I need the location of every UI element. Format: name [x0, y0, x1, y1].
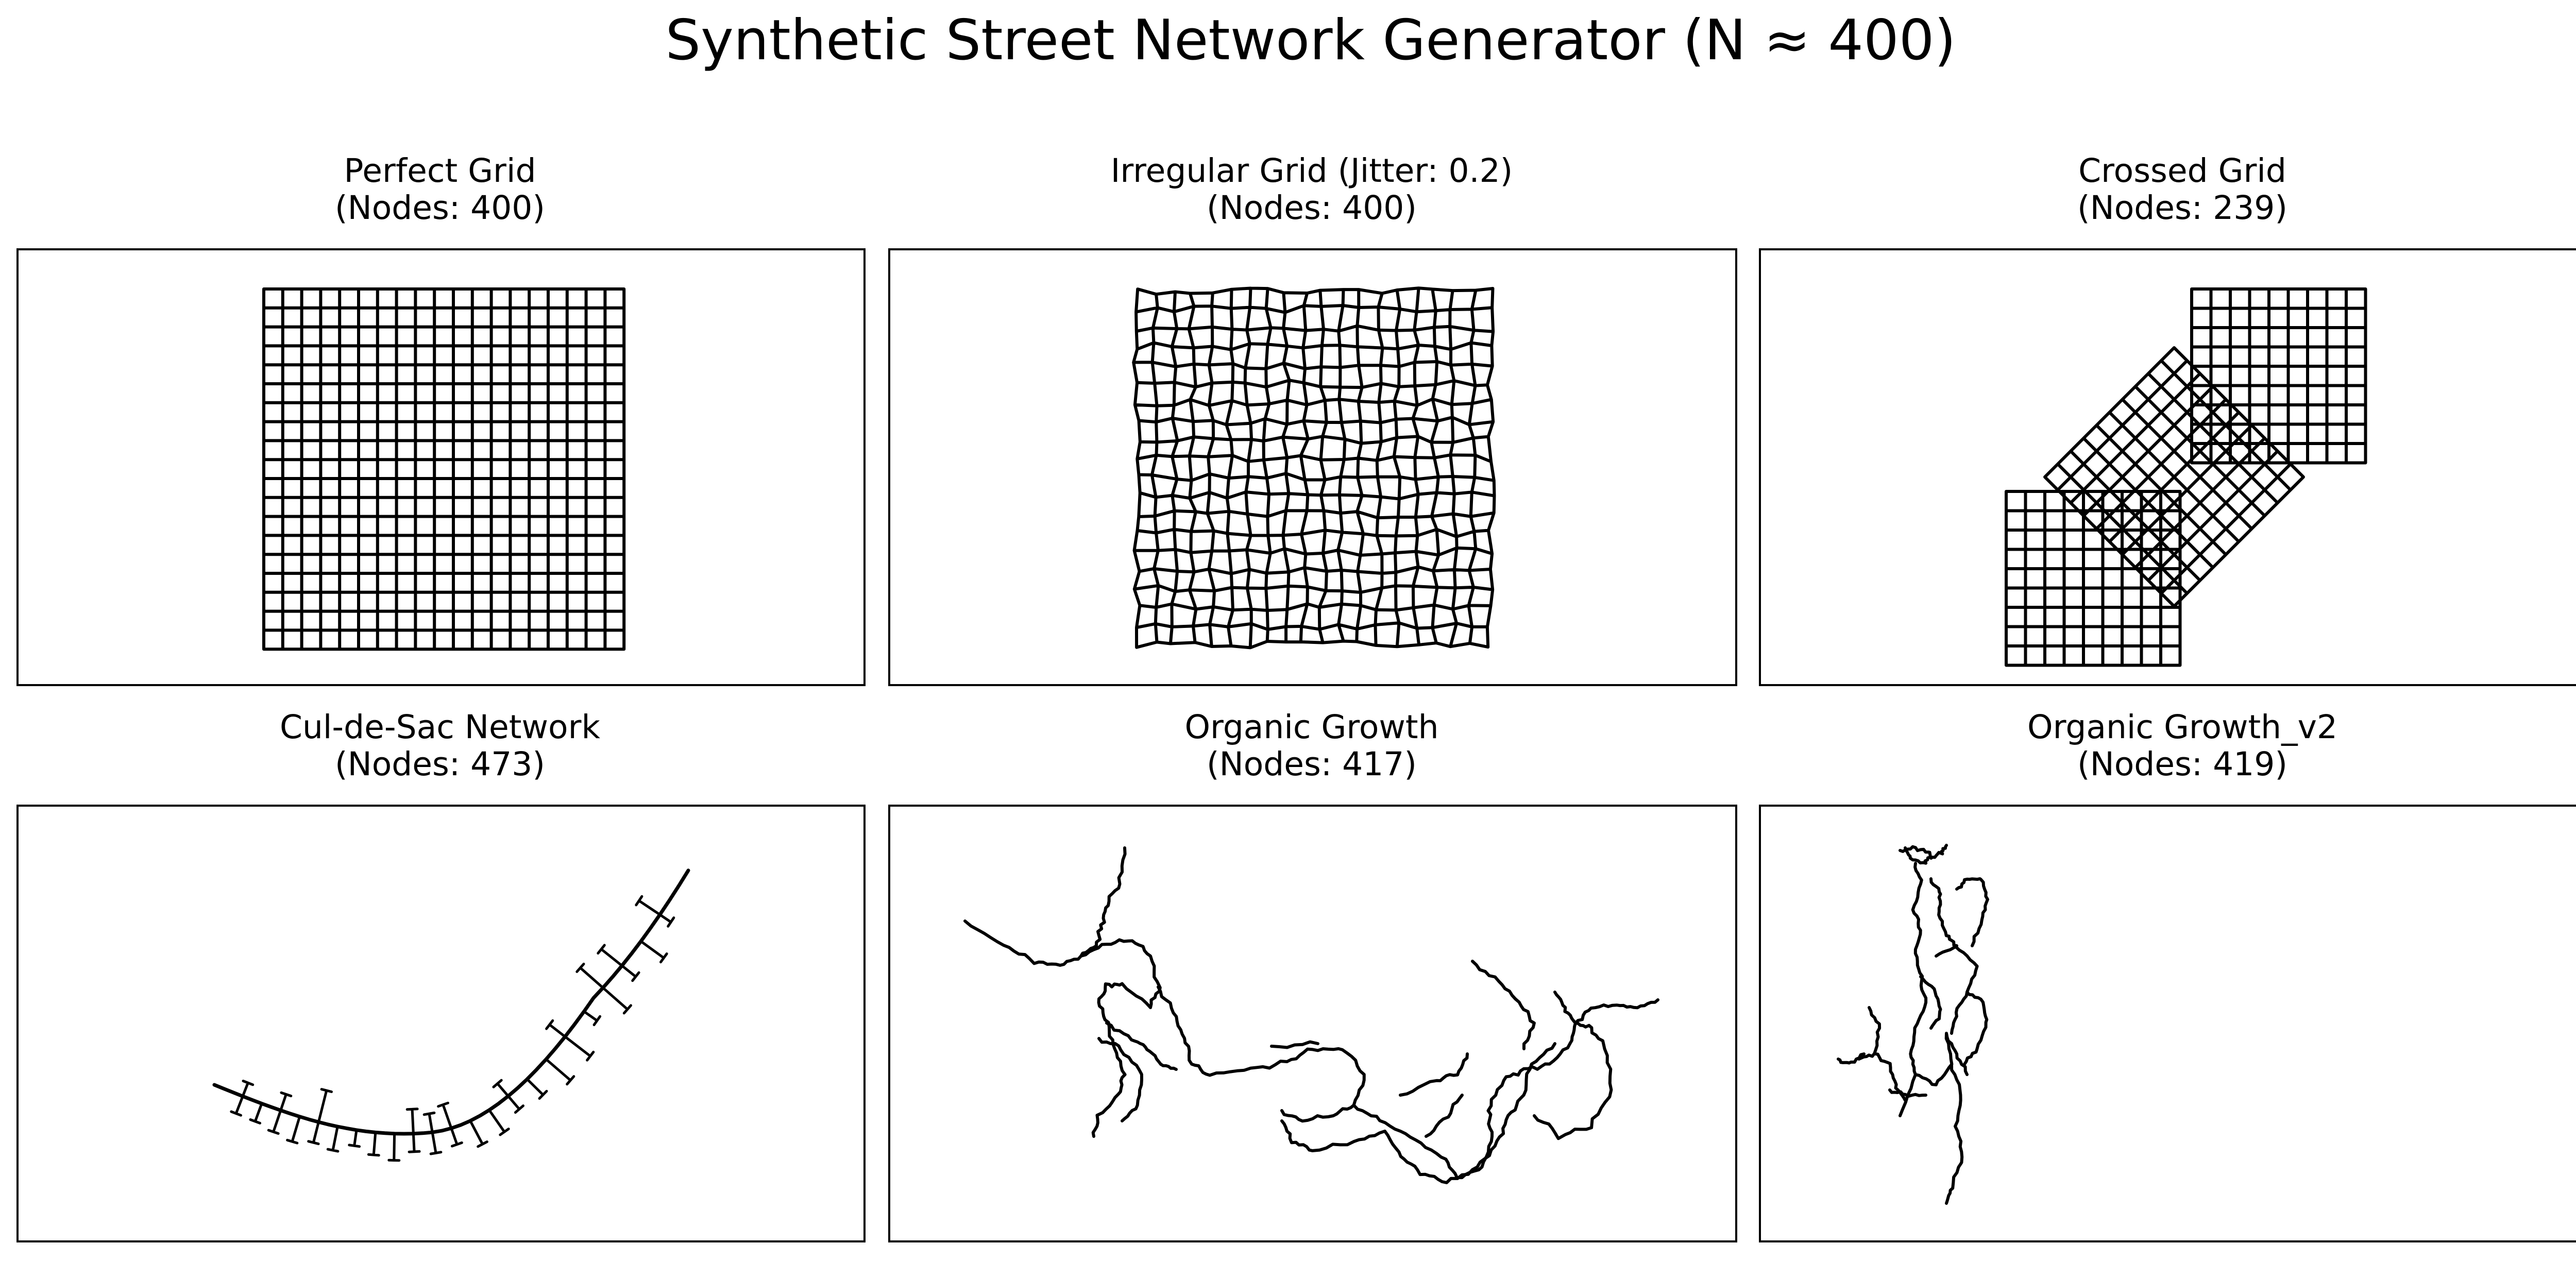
street-6 [1919, 975, 1942, 1030]
street-7 [1280, 1047, 1366, 1123]
grid-streets [2005, 490, 2182, 667]
panel-name: Organic Growth [1184, 708, 1439, 746]
street-12 [1837, 1052, 1866, 1065]
panel-crossed-grid: Crossed Grid (Nodes: 239) [1759, 152, 2576, 686]
network-plot [888, 248, 1737, 686]
grid-streets [262, 287, 626, 651]
street-network [1837, 844, 1989, 1205]
street-network [1132, 286, 1496, 650]
panel-node-count: (Nodes: 419) [2077, 745, 2287, 783]
panel-node-count: (Nodes: 400) [335, 189, 545, 227]
panel-organic-growth-v2: Organic Growth_v2 (Nodes: 419) [1759, 709, 2576, 1242]
grid-streets [2190, 287, 2367, 465]
street-11 [1383, 1042, 1556, 1184]
street-0 [963, 919, 1098, 967]
street-14 [1929, 844, 1948, 860]
street-2 [1945, 1063, 1964, 1205]
street-5 [1945, 1032, 1969, 1076]
street-9 [1352, 1104, 1459, 1179]
street-10 [1868, 1006, 1882, 1055]
panel-name: Organic Growth_v2 [2027, 708, 2337, 746]
network-plot [16, 248, 866, 686]
street-9 [1857, 1052, 1907, 1102]
panel-name: Cul-de-Sac Network [280, 708, 600, 746]
grid-streets [2043, 346, 2305, 608]
panel-node-count: (Nodes: 473) [335, 745, 545, 783]
street-13 [1533, 1021, 1613, 1140]
panel-node-count: (Nodes: 400) [1207, 189, 1417, 227]
panel-title: Irregular Grid (Jitter: 0.2) (Nodes: 400… [888, 152, 1735, 235]
street-3 [1091, 982, 1152, 1138]
panel-title: Cul-de-Sac Network (Nodes: 473) [16, 709, 863, 791]
network-plot [16, 805, 866, 1242]
street-2 [1079, 938, 1162, 1009]
street-4 [1963, 991, 1989, 1066]
street-0 [1899, 845, 1933, 865]
street-11 [1888, 1088, 1927, 1098]
street-7 [1929, 877, 1958, 947]
panel-name: Crossed Grid [2078, 152, 2286, 190]
street-network [262, 287, 626, 651]
grid-streets [1132, 286, 1496, 650]
street-network [212, 868, 690, 1162]
street-17 [1399, 1052, 1469, 1097]
network-plot [1759, 248, 2576, 686]
panel-perfect-grid: Perfect Grid (Nodes: 400) [16, 152, 866, 686]
street-8 [1270, 1040, 1319, 1049]
street-18 [1425, 1094, 1464, 1138]
figure-title: Synthetic Street Network Generator (N ≈ … [665, 8, 1956, 73]
street-1 [1095, 846, 1127, 947]
street-6 [1157, 985, 1289, 1077]
cul-de-sac-branches [230, 895, 675, 1162]
panel-organic-growth: Organic Growth (Nodes: 417) [888, 709, 1737, 1242]
street-4 [1105, 1021, 1178, 1071]
street-network [963, 846, 1659, 1184]
street-15 [1553, 991, 1577, 1025]
street-8 [1955, 877, 1989, 947]
street-12 [1455, 1021, 1577, 1180]
panel-name: Irregular Grid (Jitter: 0.2) [1110, 152, 1513, 190]
street-network [2005, 287, 2367, 667]
network-plot [888, 805, 1737, 1242]
panel-title: Perfect Grid (Nodes: 400) [16, 152, 863, 235]
street-16 [1471, 960, 1536, 1050]
street-1 [1909, 862, 1954, 1086]
street-5 [1097, 1037, 1143, 1122]
panel-title: Organic Growth (Nodes: 417) [888, 709, 1735, 791]
panel-title: Crossed Grid (Nodes: 239) [1759, 152, 2576, 235]
panel-irregular-grid: Irregular Grid (Jitter: 0.2) (Nodes: 400… [888, 152, 1737, 686]
panel-node-count: (Nodes: 417) [1207, 745, 1417, 783]
panel-node-count: (Nodes: 239) [2077, 189, 2287, 227]
network-plot [1759, 805, 2576, 1242]
street-3 [1935, 945, 1979, 1035]
panel-title: Organic Growth_v2 (Nodes: 419) [1759, 709, 2576, 791]
street-10 [1280, 1119, 1386, 1152]
street-14 [1574, 998, 1659, 1025]
panel-name: Perfect Grid [344, 152, 536, 190]
street-13 [1899, 1073, 1917, 1117]
panel-cul-de-sac: Cul-de-Sac Network (Nodes: 473) [16, 709, 866, 1242]
